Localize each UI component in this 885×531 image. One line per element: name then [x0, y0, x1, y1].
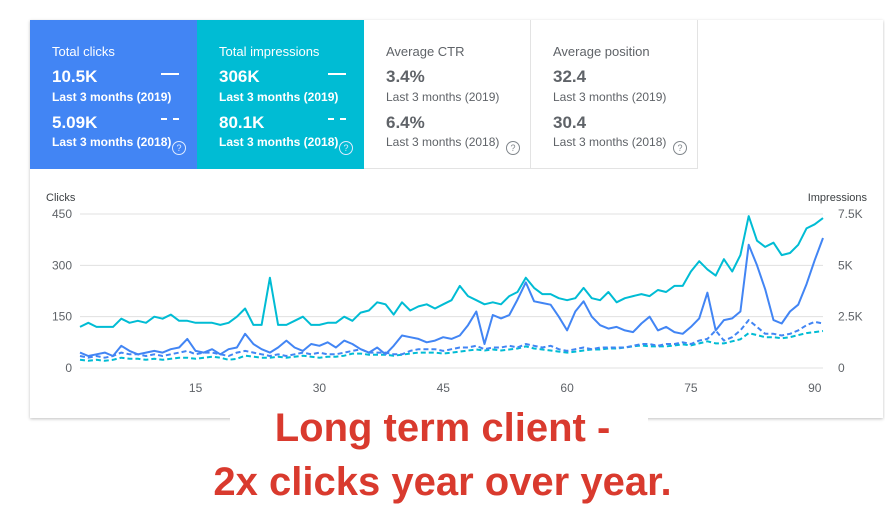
impressions-2018-line: [79, 330, 824, 362]
card-label: Total impressions: [219, 44, 320, 59]
dashed-line-legend-icon: [161, 118, 179, 120]
card-value-2018: 30.4: [553, 113, 587, 132]
caption-line-2: 2x clicks year over year.: [213, 460, 672, 504]
card-value-2019: 32.4: [553, 67, 587, 86]
total-impressions-card[interactable]: Total impressions 306K Last 3 months (20…: [197, 20, 364, 169]
card-label: Total clicks: [52, 44, 115, 59]
metric-cards: Total clicks 10.5K Last 3 months (2019) …: [30, 20, 698, 169]
caption-background: [230, 412, 648, 458]
left-tick-label: 150: [52, 310, 72, 324]
card-value-2019: 306K: [219, 67, 260, 86]
solid-line-legend-icon: [328, 73, 346, 75]
left-tick-label: 450: [52, 207, 72, 221]
card-period-2019: Last 3 months (2019): [553, 90, 667, 104]
help-icon[interactable]: ?: [673, 141, 687, 155]
clicks-2018-line: [79, 319, 824, 359]
card-value-2018: 5.09K: [52, 113, 98, 132]
left-axis-label: Clicks: [46, 192, 76, 204]
average-position-card[interactable]: Average position 32.4 Last 3 months (201…: [531, 20, 698, 169]
total-clicks-card[interactable]: Total clicks 10.5K Last 3 months (2019) …: [30, 20, 197, 169]
right-tick-label: 0: [838, 361, 845, 375]
x-tick-label: 75: [684, 381, 698, 395]
card-label: Average CTR: [386, 44, 465, 59]
solid-line-legend-icon: [161, 73, 179, 75]
x-tick-label: 15: [189, 381, 203, 395]
card-period-2018: Last 3 months (2018): [52, 135, 172, 149]
right-tick-label: 7.5K: [838, 207, 863, 221]
x-tick-label: 60: [560, 381, 574, 395]
help-icon[interactable]: ?: [339, 141, 353, 155]
card-period-2019: Last 3 months (2019): [52, 90, 172, 104]
card-period-2018: Last 3 months (2018): [219, 135, 339, 149]
card-period-2019: Last 3 months (2019): [386, 90, 500, 104]
right-axis-label: Impressions: [808, 192, 868, 204]
clicks-2019-line: [79, 237, 824, 357]
x-tick-label: 30: [313, 381, 327, 395]
card-value-2018: 80.1K: [219, 113, 265, 132]
help-icon[interactable]: ?: [506, 141, 520, 155]
x-tick-label: 45: [437, 381, 451, 395]
performance-chart: 0 150 300 450 0 2.5K 5K 7.5K 15 30 45 60 75 90 Clicks I…: [46, 192, 868, 395]
card-value-2019: 10.5K: [52, 67, 98, 86]
card-value-2019: 3.4%: [386, 67, 425, 86]
average-ctr-card[interactable]: Average CTR 3.4% Last 3 months (2019) 6.…: [364, 20, 531, 169]
card-period-2018: Last 3 months (2018): [386, 135, 500, 149]
card-period-2019: Last 3 months (2019): [219, 90, 339, 104]
impressions-2019-line: [79, 215, 824, 328]
card-label: Average position: [553, 44, 650, 59]
card-period-2018: Last 3 months (2018): [553, 135, 667, 149]
caption-line-1: Long term client -: [274, 406, 611, 450]
right-tick-label: 2.5K: [838, 310, 863, 324]
dashed-line-legend-icon: [328, 118, 346, 120]
help-icon[interactable]: ?: [172, 141, 186, 155]
right-tick-label: 5K: [838, 258, 853, 272]
x-tick-label: 90: [808, 381, 822, 395]
left-tick-label: 0: [65, 361, 72, 375]
card-value-2018: 6.4%: [386, 113, 425, 132]
left-tick-label: 300: [52, 258, 72, 272]
